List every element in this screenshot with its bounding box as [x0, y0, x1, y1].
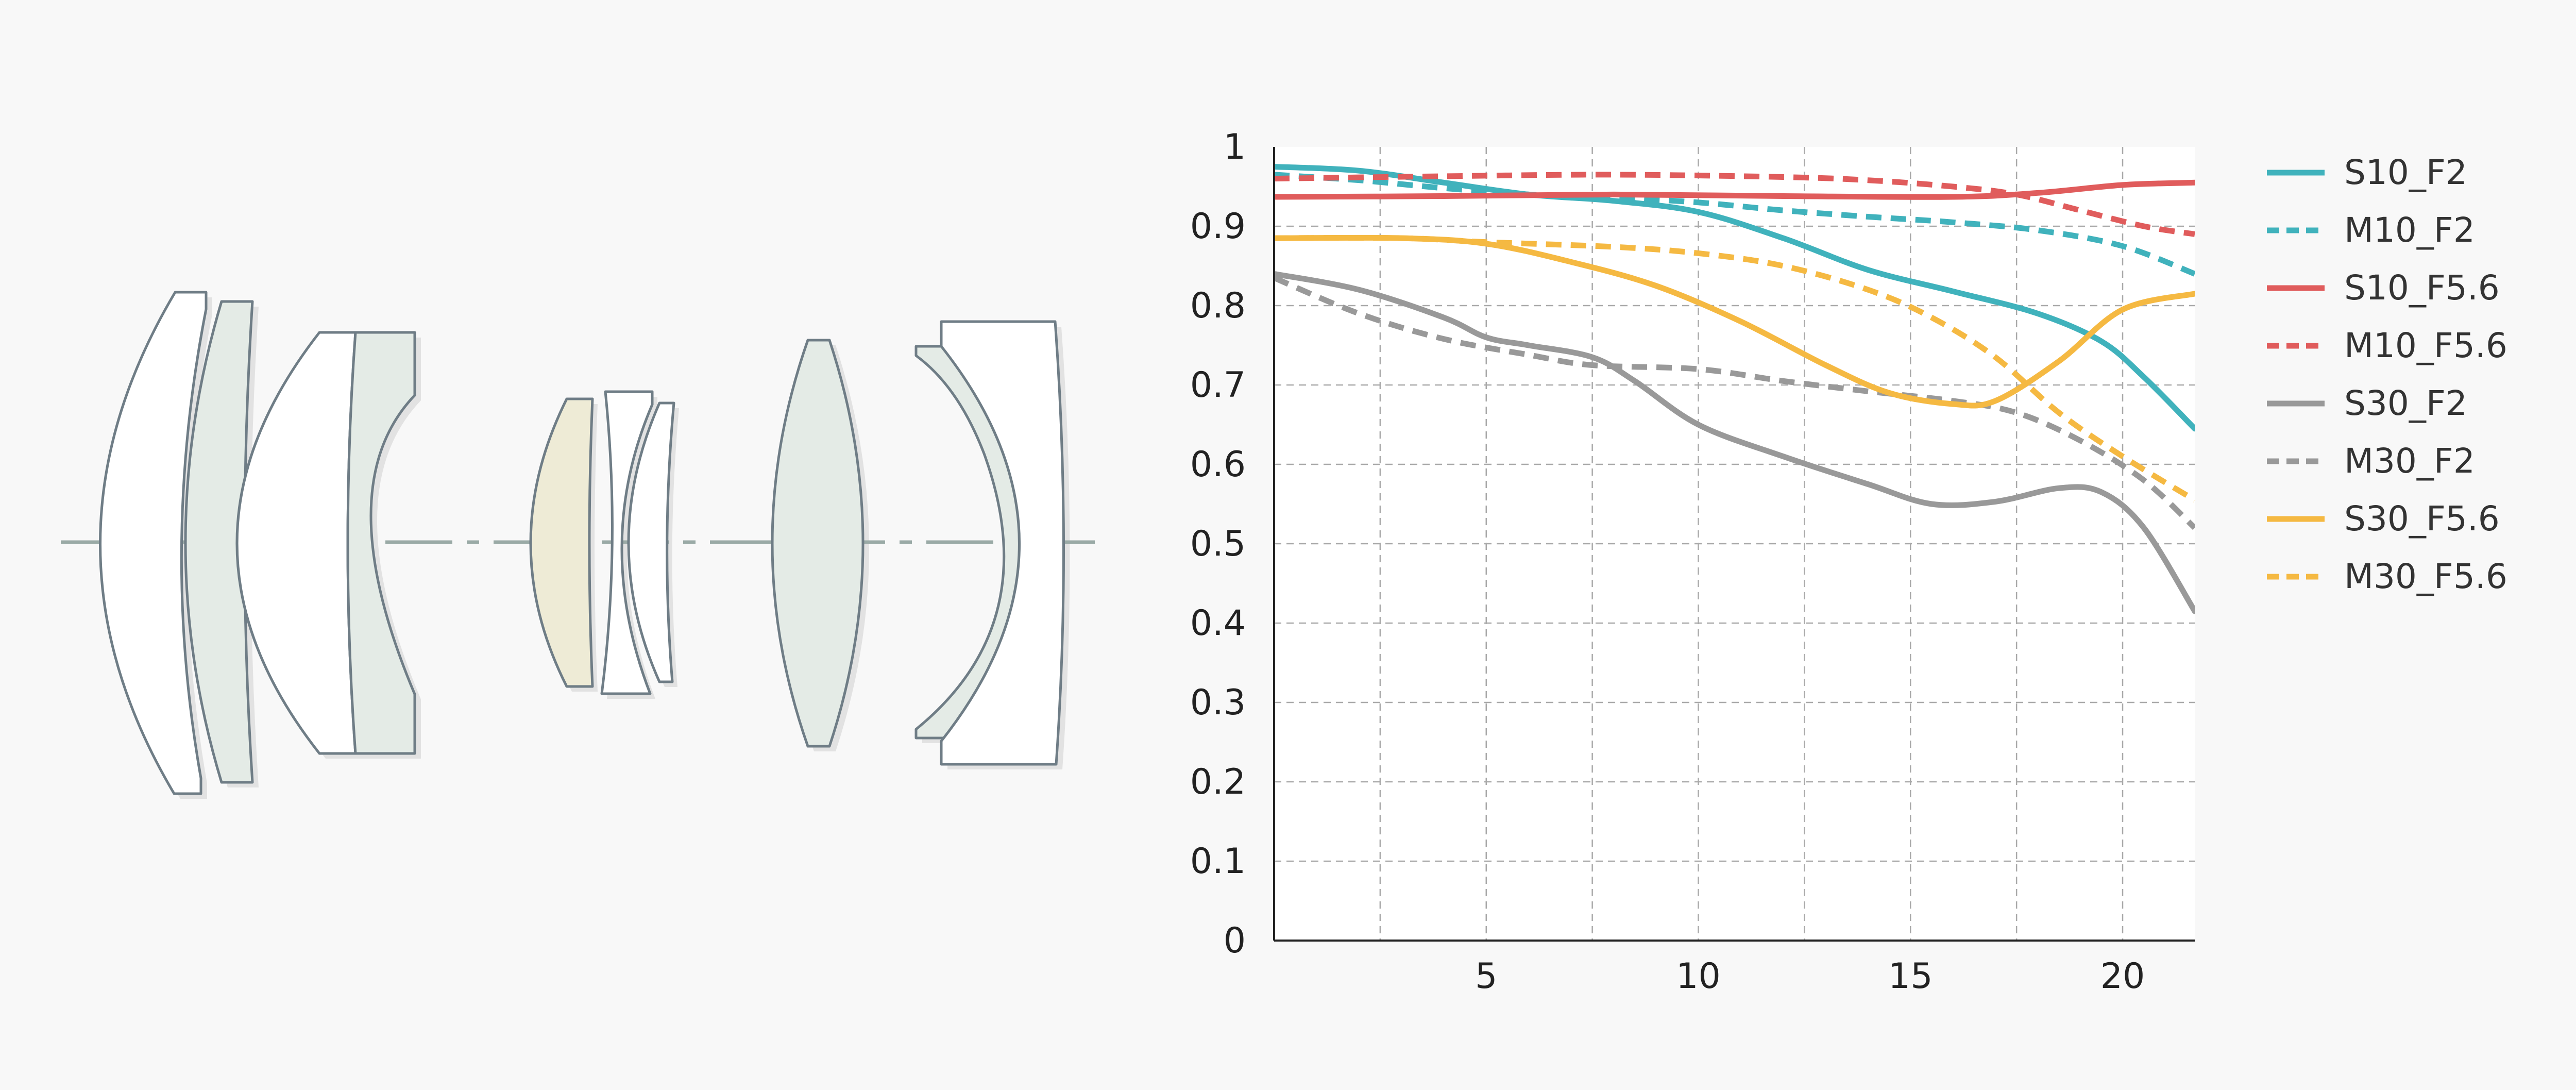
- legend-item: M10_F5.6: [2267, 326, 2507, 365]
- x-tick-label: 5: [1475, 956, 1497, 997]
- series-line-S10_F5.6: [1274, 179, 2195, 200]
- tick-labels: 00.10.20.30.40.50.60.70.80.915 10 15 20: [1190, 127, 2145, 997]
- series-line-S30_F2: [1274, 271, 2195, 614]
- y-tick-label: 0.4: [1190, 603, 1246, 644]
- legend-label: S30_F5.6: [2344, 499, 2500, 539]
- legend-item: M30_F2: [2267, 441, 2475, 481]
- axes: [1273, 147, 2195, 942]
- y-tick-label: 0.6: [1190, 444, 1246, 485]
- legend-item: S30_F2: [2267, 383, 2467, 423]
- lens-element-10: [940, 320, 1065, 766]
- series-line-M30_F2: [1274, 275, 2195, 530]
- legend-label: M10_F5.6: [2344, 326, 2507, 365]
- lens-element-7: [627, 401, 675, 683]
- y-tick-label: 0.9: [1190, 206, 1246, 247]
- series-lines: [1274, 164, 2195, 614]
- y-tick-label: 0.3: [1190, 682, 1246, 723]
- mtf-chart: 00.10.20.30.40.50.60.70.80.915 10 15 20: [1190, 127, 2195, 997]
- y-tick-label: 0.5: [1190, 524, 1246, 564]
- lens-element-4: [346, 331, 416, 755]
- legend-label: M30_F5.6: [2344, 557, 2507, 596]
- legend: S10_F2 M10_F2 S10_F5.6 M10_F5.6 S30_F2 M30_F2…: [2267, 153, 2507, 596]
- legend-item: S30_F5.6: [2267, 499, 2500, 539]
- legend-item: S10_F5.6: [2267, 268, 2500, 308]
- y-tick-label: 0.7: [1190, 365, 1246, 406]
- x-tick-label: 20: [2100, 956, 2145, 997]
- lens-element-1: [99, 291, 208, 795]
- grid: [1274, 147, 2195, 941]
- legend-label: S30_F2: [2344, 383, 2467, 423]
- legend-label: S10_F5.6: [2344, 268, 2500, 308]
- series-line-M30_F5.6: [1274, 235, 2195, 503]
- y-tick-label: 1: [1224, 127, 1246, 167]
- lens-element-6: [600, 390, 654, 695]
- legend-item: S10_F2: [2267, 153, 2467, 192]
- y-tick-label: 0.8: [1190, 286, 1246, 326]
- series-line-M10_F2: [1274, 172, 2195, 277]
- series-line-S10_F2: [1274, 164, 2195, 432]
- lens-element-3: [235, 331, 357, 755]
- lens-element-2: [184, 300, 254, 784]
- legend-label: S10_F2: [2344, 153, 2467, 192]
- x-tick-label: 15: [1888, 956, 1933, 997]
- legend-label: M10_F2: [2344, 210, 2475, 250]
- x-tick-label: 10: [1676, 956, 1721, 997]
- lens-element-5: [529, 397, 594, 688]
- y-tick-label: 0: [1224, 920, 1246, 961]
- lens-element-8: [771, 339, 865, 748]
- legend-item: M10_F2: [2267, 210, 2475, 250]
- y-tick-label: 0.1: [1190, 841, 1246, 882]
- legend-item: M30_F5.6: [2267, 557, 2507, 596]
- y-tick-label: 0.2: [1190, 762, 1246, 802]
- legend-label: M30_F2: [2344, 441, 2475, 481]
- lens-diagram: [61, 291, 1095, 799]
- series-line-M10_F5.6: [1274, 172, 2195, 237]
